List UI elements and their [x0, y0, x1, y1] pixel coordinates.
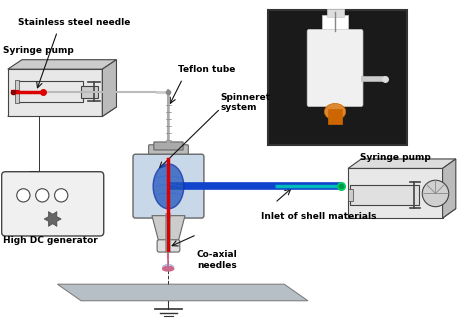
Text: Inlet of shell materials: Inlet of shell materials [261, 212, 376, 221]
Ellipse shape [153, 164, 184, 209]
Circle shape [422, 180, 449, 207]
Circle shape [55, 189, 68, 202]
Bar [81, 86, 98, 97]
FancyBboxPatch shape [154, 142, 183, 150]
Polygon shape [348, 159, 456, 168]
Bar [361, 76, 385, 81]
Bar [322, 15, 348, 31]
FancyBboxPatch shape [1, 172, 104, 236]
Text: Teflon tube: Teflon tube [178, 65, 235, 74]
Text: Syringe pump: Syringe pump [360, 153, 430, 162]
Polygon shape [8, 107, 117, 116]
Text: Spinneret
system: Spinneret system [220, 93, 271, 112]
Polygon shape [8, 60, 117, 69]
Text: High DC generator: High DC generator [3, 236, 98, 245]
Polygon shape [57, 284, 308, 301]
Polygon shape [102, 60, 117, 116]
Text: Stainless steel needle: Stainless steel needle [18, 18, 130, 27]
FancyBboxPatch shape [157, 240, 180, 252]
Bar [327, 9, 344, 17]
Bar [328, 109, 342, 124]
FancyBboxPatch shape [307, 30, 363, 107]
Polygon shape [348, 168, 443, 218]
Circle shape [17, 189, 30, 202]
Bar [268, 10, 407, 145]
FancyBboxPatch shape [133, 154, 204, 218]
Text: Syringe pump: Syringe pump [3, 46, 74, 55]
Ellipse shape [324, 103, 346, 120]
Bar [350, 185, 419, 205]
FancyBboxPatch shape [149, 145, 188, 160]
Polygon shape [443, 159, 456, 218]
Polygon shape [8, 69, 102, 116]
Polygon shape [152, 216, 185, 242]
Bar [348, 189, 353, 201]
Text: Co-axial
needles: Co-axial needles [197, 250, 237, 269]
Circle shape [36, 189, 49, 202]
Polygon shape [348, 209, 456, 218]
Bar [15, 80, 18, 103]
Bar [17, 81, 83, 102]
Polygon shape [44, 212, 61, 226]
